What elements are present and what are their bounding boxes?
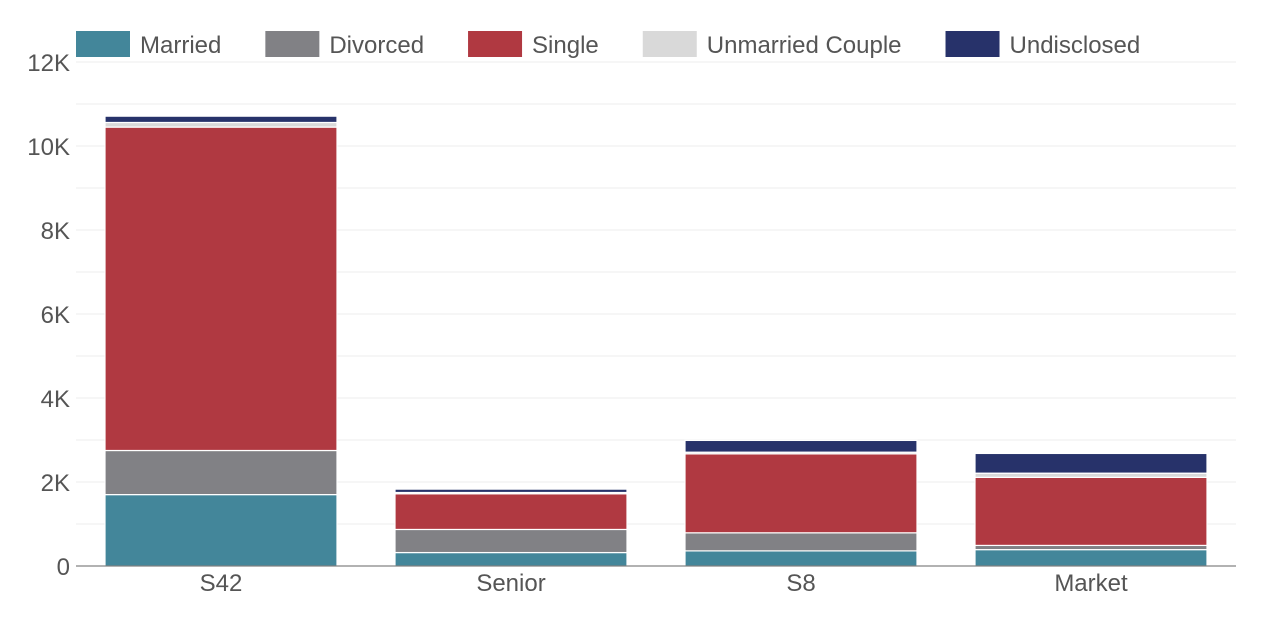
legend-label: Undisclosed bbox=[1010, 32, 1141, 59]
bar-segment-single[interactable] bbox=[684, 453, 918, 534]
legend-swatch bbox=[76, 31, 130, 57]
legend-swatch bbox=[642, 31, 697, 57]
y-tick-label: 12K bbox=[27, 50, 70, 77]
bar-segment-undisclosed[interactable] bbox=[104, 115, 338, 124]
legend-label: Married bbox=[140, 32, 221, 59]
legend-label: Divorced bbox=[329, 32, 424, 59]
bar-segment-single[interactable] bbox=[104, 126, 338, 452]
bars bbox=[104, 115, 1208, 567]
x-tick-label: S8 bbox=[786, 570, 815, 597]
legend-item[interactable]: Single bbox=[468, 31, 599, 59]
axes: 0 2K 4K 6K 8K 10K 12K S42 Senior S8 Market bbox=[27, 50, 1236, 597]
bar-segment-unmarried-couple[interactable] bbox=[974, 472, 1208, 478]
bar-segment-unmarried-couple[interactable] bbox=[104, 121, 338, 128]
bar-segment-married[interactable] bbox=[974, 549, 1208, 567]
legend-swatch bbox=[468, 31, 523, 57]
bar-segment-single[interactable] bbox=[974, 476, 1208, 547]
bar-segment-divorced[interactable] bbox=[684, 532, 918, 552]
bar-segment-divorced[interactable] bbox=[104, 449, 338, 496]
y-tick-label: 8K bbox=[41, 218, 70, 245]
bar-segment-undisclosed[interactable] bbox=[974, 452, 1208, 474]
y-tick-label: 2K bbox=[41, 470, 70, 497]
bar-segment-undisclosed[interactable] bbox=[684, 439, 918, 453]
bar-segment-divorced[interactable] bbox=[974, 544, 1208, 551]
legend-item[interactable]: Unmarried Couple bbox=[642, 31, 902, 59]
x-tick-label: S42 bbox=[200, 570, 243, 597]
x-tick-label: Market bbox=[1054, 570, 1128, 597]
bar-segment-married[interactable] bbox=[394, 551, 628, 567]
legend-label: Unmarried Couple bbox=[707, 32, 902, 59]
bar-segment-married[interactable] bbox=[684, 550, 918, 567]
y-tick-label: 0 bbox=[57, 554, 70, 581]
x-tick-label: Senior bbox=[476, 570, 545, 597]
legend-item[interactable]: Married bbox=[76, 31, 221, 59]
y-tick-label: 4K bbox=[41, 386, 70, 413]
legend-swatch bbox=[945, 31, 1000, 57]
legend-swatch bbox=[265, 31, 320, 57]
legend-item[interactable]: Divorced bbox=[265, 31, 424, 59]
bar-segment-single[interactable] bbox=[394, 493, 628, 531]
legend-label: Single bbox=[532, 32, 599, 59]
bar-segment-undisclosed[interactable] bbox=[394, 488, 628, 494]
bar-segment-divorced[interactable] bbox=[394, 528, 628, 554]
bar-segment-married[interactable] bbox=[104, 494, 338, 567]
y-tick-label: 6K bbox=[41, 302, 70, 329]
y-tick-label: 10K bbox=[27, 134, 70, 161]
legend: Married Divorced Single Unmarried Couple Und… bbox=[76, 31, 1140, 59]
legend-item[interactable]: Undisclosed bbox=[945, 31, 1141, 59]
